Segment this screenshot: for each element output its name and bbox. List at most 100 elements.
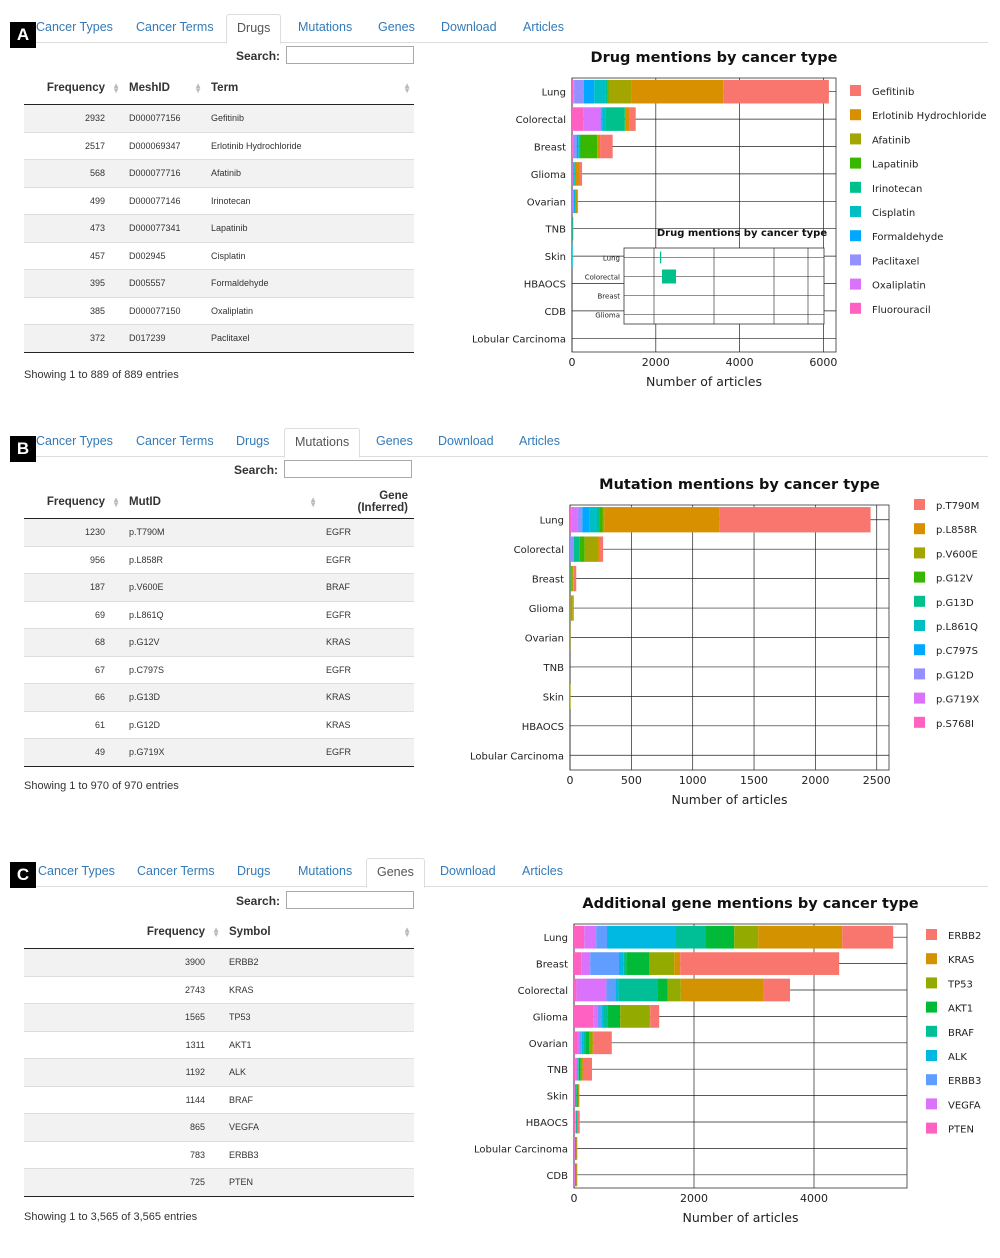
bar-segment	[631, 79, 724, 104]
table-row[interactable]: 865 VEGFA	[24, 1113, 414, 1141]
tab-cancer-types[interactable]: Cancer Types	[38, 864, 115, 878]
table-row[interactable]: 725 PTEN	[24, 1168, 414, 1197]
column-header-mutid[interactable]: MutID ▲ ▼	[123, 486, 320, 519]
column-header-symbol[interactable]: Symbol ▲ ▼	[223, 916, 414, 949]
bar-segment	[571, 507, 578, 533]
bar-segment	[575, 162, 580, 186]
table-row[interactable]: 783 ERBB3	[24, 1140, 414, 1169]
table-row[interactable]: 1144 BRAF	[24, 1085, 414, 1114]
tab-genes[interactable]: Genes	[376, 434, 413, 448]
frequency-cell: 69	[24, 600, 123, 629]
tab-articles[interactable]: Articles	[523, 20, 564, 34]
tab-articles[interactable]: Articles	[519, 434, 560, 448]
tab-articles[interactable]: Articles	[522, 864, 563, 878]
table-row[interactable]: 2743 KRAS	[24, 975, 414, 1004]
tab-bar: Cancer Types Cancer Terms Drugs Mutation…	[24, 858, 988, 888]
table-row[interactable]: 49 p.G719X EGFR	[24, 738, 414, 767]
x-tick-label: 2000	[801, 774, 829, 787]
search-input[interactable]	[286, 46, 414, 64]
bar-segment	[723, 79, 829, 104]
table-row[interactable]: 1565 TP53	[24, 1003, 414, 1031]
tab-genes[interactable]: Genes	[366, 858, 425, 888]
x-tick-label: 0	[571, 1192, 578, 1205]
table-row[interactable]: 66 p.G13D KRAS	[24, 683, 414, 711]
table-cell: AKT1	[223, 1030, 414, 1059]
table-row[interactable]: 395 D005557 Formaldehyde	[24, 269, 414, 297]
table-row[interactable]: 1230 p.T790M EGFR	[24, 518, 414, 546]
bar-segment	[579, 1031, 582, 1055]
bar-segment	[570, 507, 572, 533]
table-row[interactable]: 372 D017239 Paclitaxel	[24, 324, 414, 353]
tab-drugs[interactable]: Drugs	[236, 434, 270, 448]
search-label: Search:	[236, 894, 281, 908]
bar-segment	[589, 507, 597, 533]
column-header-frequency[interactable]: Frequency ▲ ▼	[24, 486, 123, 519]
tab-drugs[interactable]: Drugs	[226, 14, 282, 44]
bar-segment	[601, 107, 603, 131]
tab-cancer-types[interactable]: Cancer Types	[36, 20, 113, 34]
table-body: 3900 ERBB2 2743 KRAS 1565 TP53 1311 AKT1 1192 ALK…	[24, 948, 414, 1197]
table-row[interactable]: 67 p.C797S EGFR	[24, 655, 414, 684]
table-row[interactable]: 69 p.L861Q EGFR	[24, 600, 414, 629]
table-cell: KRAS	[223, 975, 414, 1004]
table-row[interactable]: 385 D000077150 Oxaliplatin	[24, 296, 414, 325]
bar-segment	[593, 1005, 598, 1028]
bar-segment	[574, 1137, 575, 1160]
bar-segment	[579, 134, 581, 159]
column-header-meshid[interactable]: MeshID ▲ ▼	[123, 72, 205, 105]
table-row[interactable]: 2932 D000077156 Gefitinib	[24, 104, 414, 132]
tab-mutations[interactable]: Mutations	[284, 428, 361, 458]
table-row[interactable]: 568 D000077716 Afatinib	[24, 159, 414, 187]
tab-cancer-terms[interactable]: Cancer Terms	[137, 864, 215, 878]
table-row[interactable]: 3900 ERBB2	[24, 948, 414, 976]
tab-mutations[interactable]: Mutations	[298, 20, 353, 34]
table-row[interactable]: 1311 AKT1	[24, 1030, 414, 1059]
column-header-frequency[interactable]: Frequency ▲ ▼	[24, 72, 123, 105]
tab-download[interactable]: Download	[440, 864, 496, 878]
y-tick-label: Lobular Carcinoma	[472, 334, 566, 345]
table-row[interactable]: 2517 D000069347 Erlotinib Hydrochloride	[24, 131, 414, 160]
inset-y-label: Glioma	[595, 312, 620, 320]
column-header-frequency[interactable]: Frequency ▲ ▼	[24, 916, 223, 949]
search-input[interactable]	[286, 891, 414, 909]
legend-swatch	[914, 595, 925, 607]
y-tick-label: Lung	[542, 88, 566, 99]
bar-segment	[578, 1057, 579, 1081]
table-row[interactable]: 956 p.L858R EGFR	[24, 545, 414, 574]
legend-label: p.G13D	[936, 598, 974, 609]
table-cell: BRAF	[320, 573, 414, 601]
tab-cancer-terms[interactable]: Cancer Terms	[136, 20, 214, 34]
tab-drugs[interactable]: Drugs	[237, 864, 271, 878]
tab-download[interactable]: Download	[438, 434, 494, 448]
bar-segment	[604, 507, 720, 533]
y-tick-label: Glioma	[531, 170, 566, 181]
tab-genes[interactable]: Genes	[378, 20, 415, 34]
table-row[interactable]: 68 p.G12V KRAS	[24, 628, 414, 656]
column-header-gene[interactable]: Gene (Inferred)	[320, 486, 414, 519]
column-header-term[interactable]: Term ▲ ▼	[205, 72, 414, 105]
table-row[interactable]: 499 D000077146 Irinotecan	[24, 186, 414, 215]
panel-genes: C Cancer Types Cancer Terms Drugs Mutati…	[0, 858, 1000, 1236]
frequency-cell: 1230	[24, 518, 123, 546]
table-row[interactable]: 473 D000077341 Lapatinib	[24, 214, 414, 242]
legend-swatch	[850, 278, 861, 290]
y-tick-label: Ovarian	[529, 1039, 568, 1050]
table-row[interactable]: 61 p.G12D KRAS	[24, 710, 414, 739]
frequency-cell: 1192	[24, 1058, 223, 1086]
legend-swatch	[926, 1050, 937, 1061]
table-row[interactable]: 1192 ALK	[24, 1058, 414, 1086]
tab-cancer-types[interactable]: Cancer Types	[36, 434, 113, 448]
bar-segment	[573, 536, 580, 562]
tab-cancer-terms[interactable]: Cancer Terms	[136, 434, 214, 448]
legend-label: p.S768I	[936, 719, 974, 730]
bar-segment	[574, 1084, 575, 1107]
table-row[interactable]: 187 p.V600E BRAF	[24, 573, 414, 601]
tab-mutations[interactable]: Mutations	[298, 864, 353, 878]
x-tick-label: 4000	[800, 1192, 828, 1205]
tab-download[interactable]: Download	[441, 20, 497, 34]
table-row[interactable]: 457 D002945 Cisplatin	[24, 241, 414, 270]
legend-label: Formaldehyde	[872, 232, 943, 243]
search-input[interactable]	[284, 460, 412, 478]
sort-icon: ▲ ▼	[403, 925, 411, 939]
table-cell: p.G13D	[123, 683, 320, 711]
